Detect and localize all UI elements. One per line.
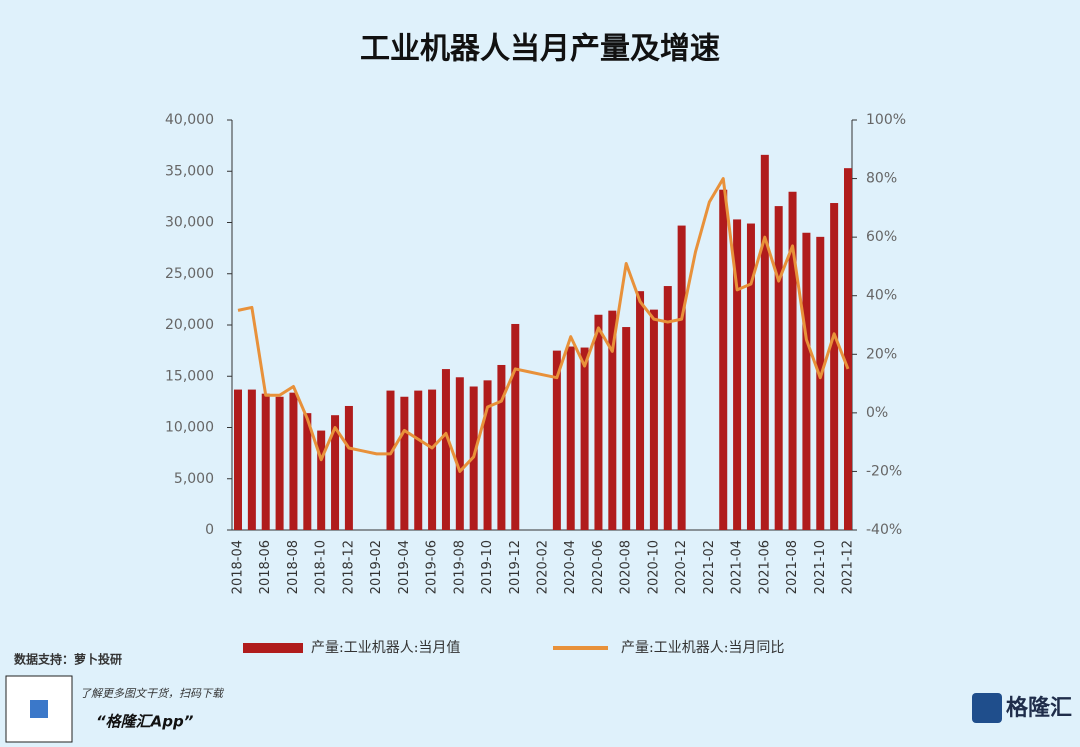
x-tick-label: 2020-08 (619, 540, 634, 594)
bar (275, 396, 284, 530)
y2-tick-label: 100% (866, 112, 906, 128)
x-tick-label: 2020-10 (646, 540, 661, 594)
y-tick-label: 40,000 (165, 112, 214, 128)
bar (844, 168, 852, 531)
bar (455, 377, 464, 530)
bar (344, 405, 353, 530)
bar (830, 203, 839, 530)
y2-tick-label: 20% (866, 346, 897, 362)
x-tick-label: 2021-06 (757, 540, 772, 594)
y2-tick-label: 0% (866, 405, 888, 421)
x-tick-label: 2019-10 (480, 540, 495, 594)
y2-tick-label: -40% (866, 522, 902, 538)
bar (511, 323, 520, 530)
x-tick-label: 2018-04 (231, 540, 246, 594)
legend-label: 产量:工业机器人:当月同比 (621, 640, 784, 656)
bar (608, 310, 617, 530)
y-tick-label: 35,000 (165, 163, 214, 179)
qr-logo (30, 700, 48, 718)
bar (400, 396, 409, 530)
bar (802, 232, 811, 530)
bar (566, 346, 575, 530)
y2-tick-label: 80% (866, 171, 897, 187)
x-tick-label: 2020-06 (591, 540, 606, 594)
bar (552, 350, 561, 530)
bar (649, 309, 658, 530)
x-tick-label: 2021-12 (841, 540, 856, 594)
bar (247, 389, 256, 530)
bar (719, 189, 728, 530)
bar (594, 314, 603, 530)
y-tick-label: 20,000 (165, 317, 214, 333)
source: 数据支持：萝卜投研 (14, 652, 122, 667)
y-tick-label: 15,000 (165, 368, 214, 384)
x-tick-label: 2020-02 (536, 540, 551, 594)
legend-label: 产量:工业机器人:当月值 (311, 640, 460, 656)
y-tick-label: 30,000 (165, 215, 214, 231)
bar (317, 430, 326, 530)
x-tick-label: 2019-12 (508, 540, 523, 594)
bar (234, 389, 242, 530)
bar (303, 413, 312, 530)
x-tick-label: 2019-04 (397, 540, 412, 594)
bar (441, 369, 450, 530)
app-name: “格隆汇App” (96, 713, 194, 731)
bar (788, 191, 797, 530)
bar (636, 291, 645, 530)
logo-icon (972, 693, 1002, 723)
x-tick-label: 2021-04 (730, 540, 745, 594)
bar (386, 390, 395, 530)
x-tick-label: 2018-12 (341, 540, 356, 594)
x-tick-label: 2018-06 (258, 540, 273, 594)
y-tick-label: 0 (205, 522, 214, 538)
bar (497, 364, 506, 530)
x-tick-label: 2019-02 (369, 540, 384, 594)
bar (580, 347, 589, 530)
legend-swatch (243, 643, 303, 653)
bar (760, 154, 769, 530)
bar (414, 390, 423, 530)
bar (428, 389, 437, 530)
chart-title: 工业机器人当月产量及增速 (360, 32, 720, 67)
bar (816, 236, 825, 530)
bar (663, 286, 672, 530)
y-tick-label: 25,000 (165, 266, 214, 282)
x-tick-label: 2018-08 (286, 540, 301, 594)
y2-tick-label: 40% (866, 288, 897, 304)
y2-tick-label: 60% (866, 229, 897, 245)
x-tick-label: 2020-12 (674, 540, 689, 594)
bar (289, 392, 298, 530)
x-tick-label: 2018-10 (314, 540, 329, 594)
bar (677, 225, 686, 530)
bar (261, 393, 270, 530)
x-tick-label: 2019-06 (425, 540, 440, 594)
y2-tick-label: -20% (866, 463, 902, 479)
bar (331, 415, 340, 530)
x-tick-label: 2021-10 (813, 540, 828, 594)
x-tick-label: 2021-08 (785, 540, 800, 594)
y-tick-label: 10,000 (165, 420, 214, 436)
logo: 格隆汇 (1006, 695, 1072, 721)
x-tick-label: 2019-08 (452, 540, 467, 594)
line (237, 177, 850, 473)
y-tick-label: 5,000 (174, 471, 214, 487)
bar (774, 206, 783, 530)
bar (733, 219, 742, 531)
bar (746, 223, 755, 530)
promo: 了解更多图文干货，扫码下载 (80, 687, 225, 700)
x-tick-label: 2021-02 (702, 540, 717, 594)
bar (483, 380, 492, 530)
x-tick-label: 2020-04 (563, 540, 578, 594)
bar (622, 327, 631, 530)
